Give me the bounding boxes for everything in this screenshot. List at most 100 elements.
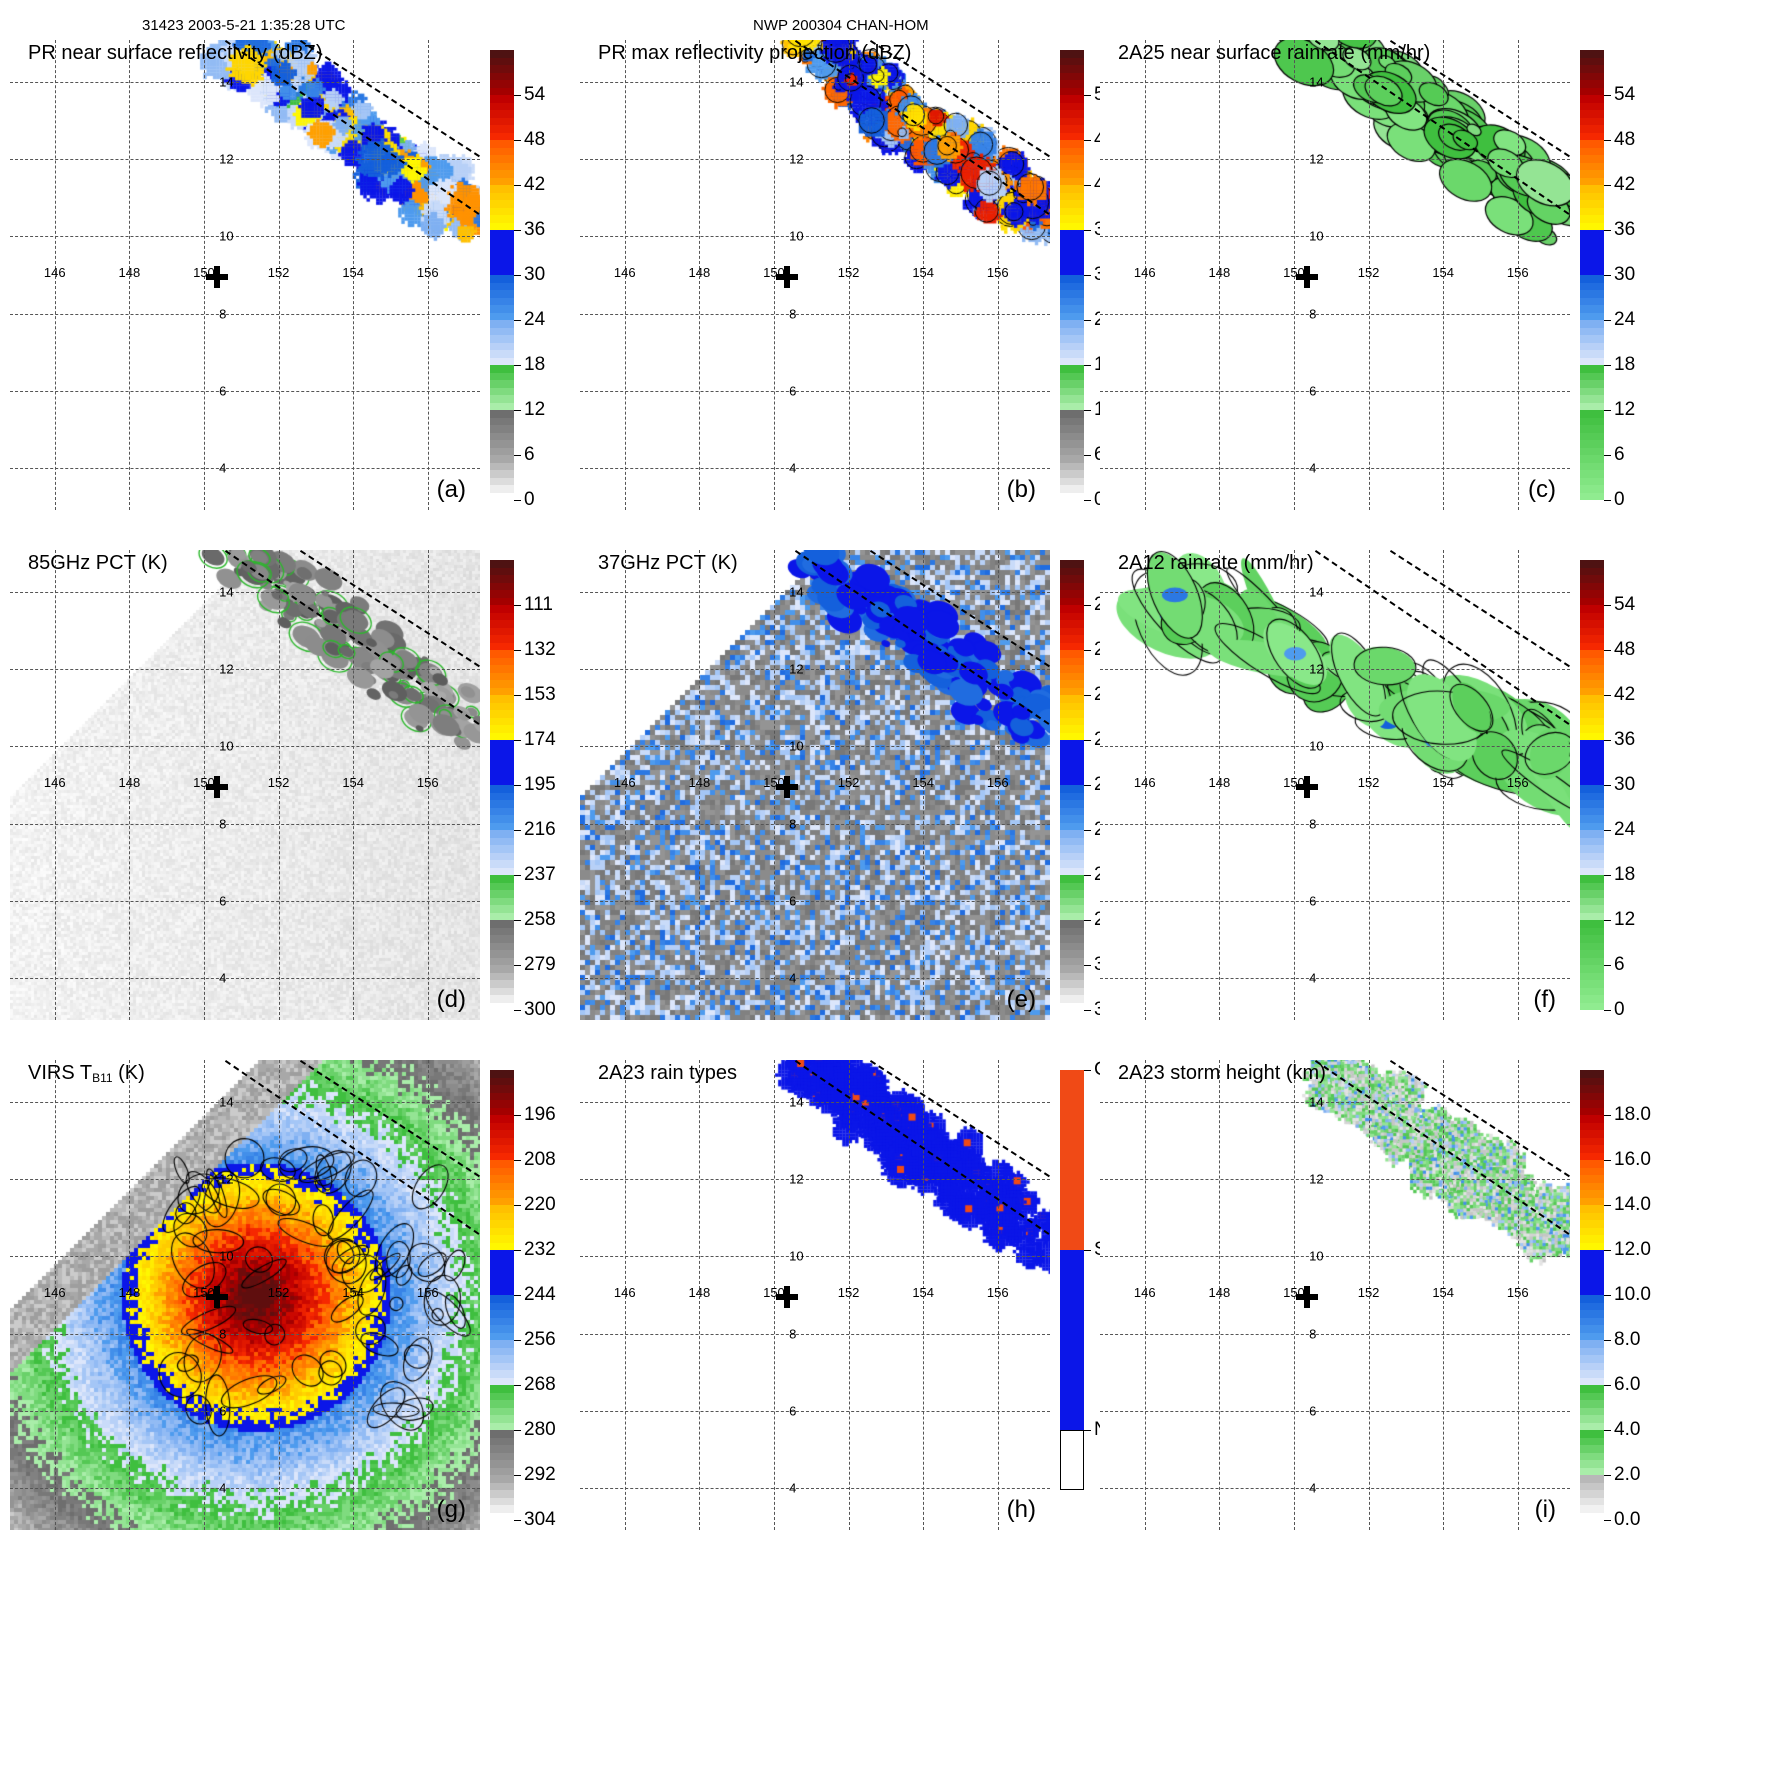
colorbar-segment bbox=[1060, 162, 1084, 170]
colorbar-segment bbox=[490, 912, 514, 920]
colorbar-tick bbox=[1084, 500, 1091, 501]
panel-title-d: 85GHz PCT (K) bbox=[28, 552, 168, 574]
colorbar-segment bbox=[490, 612, 514, 620]
colorbar-segment bbox=[1580, 1310, 1604, 1318]
x-tick-label: 152 bbox=[267, 264, 290, 280]
colorbar-segment bbox=[490, 942, 514, 950]
map-area-g[interactable]: 146 148 150 152 154 156 4 6 8 10 12 14 VIRS TB11 (K)… bbox=[10, 1060, 480, 1530]
colorbar-segment bbox=[490, 147, 514, 155]
y-tick-label: 8 bbox=[219, 306, 227, 322]
colorbar-segment bbox=[490, 905, 514, 913]
colorbar-segment bbox=[1060, 770, 1084, 778]
colorbar-segment bbox=[1060, 132, 1084, 140]
colorbar-segment bbox=[1580, 1437, 1604, 1445]
colorbar-segment bbox=[490, 1145, 514, 1153]
colorbar-segment bbox=[490, 1295, 514, 1303]
colorbar-segment bbox=[490, 1505, 514, 1513]
colorbar-segment bbox=[490, 1257, 514, 1265]
map-area-h[interactable]: 146 148 150 152 154 156 4 6 8 10 12 14 2A23 rain typ… bbox=[580, 1060, 1050, 1530]
panel-c: 146 148 150 152 154 156 4 6 8 10 12 14 2A25 near sur… bbox=[1100, 40, 1670, 510]
colorbar-segment bbox=[490, 695, 514, 703]
y-tick-label: 6 bbox=[1309, 893, 1317, 909]
gridline-latitude bbox=[580, 669, 1050, 671]
gridline-longitude bbox=[848, 40, 850, 510]
map-area-e[interactable]: 146 148 150 152 154 156 4 6 8 10 12 14 37GHz PCT (K)… bbox=[580, 550, 1050, 1020]
colorbar-segment bbox=[1580, 140, 1604, 148]
data-field-f bbox=[1100, 550, 1570, 1020]
colorbar-segment bbox=[1580, 335, 1604, 343]
colorbar-segment bbox=[490, 342, 514, 350]
colorbar-segment bbox=[490, 245, 514, 253]
gridline-longitude bbox=[278, 1060, 280, 1530]
y-tick-label: 14 bbox=[219, 74, 234, 90]
colorbar-label: 280 bbox=[524, 1419, 556, 1440]
colorbar-segment bbox=[1060, 695, 1084, 703]
colorbar-segment bbox=[1580, 785, 1604, 793]
colorbar-segment bbox=[1060, 327, 1084, 335]
y-tick-label: 10 bbox=[1309, 1248, 1324, 1264]
colorbar-segment bbox=[1580, 387, 1604, 395]
colorbar-segment bbox=[1580, 762, 1604, 770]
colorbar-segment bbox=[490, 440, 514, 448]
colorbar-segment bbox=[490, 425, 514, 433]
colorbar-segment bbox=[490, 972, 514, 980]
colorbar-segment bbox=[490, 1272, 514, 1280]
colorbar-segment bbox=[1580, 425, 1604, 433]
colorbar-segment bbox=[1060, 755, 1084, 763]
colorbar-segment bbox=[1580, 125, 1604, 133]
colorbar-segment bbox=[1580, 680, 1604, 688]
colorbar-segment bbox=[1060, 417, 1084, 425]
gridline-longitude bbox=[1219, 550, 1221, 1020]
x-tick-label: 156 bbox=[1506, 774, 1529, 790]
colorbar-segment bbox=[490, 290, 514, 298]
colorbar-segment bbox=[490, 1197, 514, 1205]
gridline-latitude bbox=[10, 1256, 480, 1258]
gridline-latitude bbox=[1100, 669, 1570, 671]
map-area-f[interactable]: 146 148 150 152 154 156 4 6 8 10 12 14 2A12 rainrate… bbox=[1100, 550, 1570, 1020]
colorbar-segment bbox=[1060, 957, 1084, 965]
colorbar-segment bbox=[1060, 665, 1084, 673]
colorbar-tick bbox=[1084, 1010, 1091, 1011]
gridline-longitude bbox=[1293, 550, 1295, 1020]
colorbar-segment bbox=[1060, 605, 1084, 613]
colorbar-segment bbox=[490, 762, 514, 770]
colorbar-segment bbox=[1580, 1092, 1604, 1100]
colorbar-segment bbox=[1580, 260, 1604, 268]
colorbar-segment bbox=[1060, 350, 1084, 358]
colorbar-segment bbox=[1580, 560, 1604, 568]
gridline-latitude bbox=[1100, 236, 1570, 238]
panel-h: 146 148 150 152 154 156 4 6 8 10 12 14 2A23 rain typ… bbox=[580, 1059, 1150, 1530]
colorbar-segment bbox=[490, 1467, 514, 1475]
colorbar-segment bbox=[490, 50, 514, 58]
map-area-b[interactable]: 146 148 150 152 154 156 4 6 8 10 12 14 PR max reflec… bbox=[580, 40, 1050, 510]
colorbar-tick bbox=[1604, 1385, 1611, 1386]
colorbar-segment bbox=[490, 725, 514, 733]
colorbar-segment bbox=[1580, 1130, 1604, 1138]
colorbar-segment bbox=[1060, 95, 1084, 103]
panel-title-g: VIRS TB11 (K) bbox=[28, 1062, 145, 1085]
colorbar-segment bbox=[1580, 1467, 1604, 1475]
x-tick-label: 152 bbox=[267, 1284, 290, 1300]
colorbar-segment bbox=[1580, 995, 1604, 1003]
x-tick-label: 146 bbox=[1133, 774, 1156, 790]
colorbar-segment bbox=[1060, 312, 1084, 320]
gridline-latitude bbox=[1100, 313, 1570, 315]
colorbar-segment bbox=[1060, 702, 1084, 710]
colorbar-segment bbox=[1580, 687, 1604, 695]
colorbar-segment bbox=[1580, 275, 1604, 283]
colorbar-segment bbox=[1060, 275, 1084, 283]
colorbar-segment bbox=[490, 1152, 514, 1160]
colorbar-segment bbox=[1580, 852, 1604, 860]
colorbar-segment bbox=[1060, 372, 1084, 380]
colorbar-segment bbox=[490, 597, 514, 605]
y-tick-label: 14 bbox=[789, 74, 804, 90]
map-area-c[interactable]: 146 148 150 152 154 156 4 6 8 10 12 14 2A25 near sur… bbox=[1100, 40, 1570, 510]
colorbar-segment bbox=[1060, 192, 1084, 200]
colorbar-segment bbox=[490, 627, 514, 635]
colorbar-tick bbox=[1604, 1205, 1611, 1206]
map-area-i[interactable]: 146 148 150 152 154 156 4 6 8 10 12 14 2A23 storm he… bbox=[1100, 1060, 1570, 1530]
map-area-d[interactable]: 146 148 150 152 154 156 4 6 8 10 12 14 85GHz PCT (K)… bbox=[10, 550, 480, 1020]
colorbar-segment bbox=[1060, 837, 1084, 845]
map-area-a[interactable]: 146 148 150 152 154 156 4 6 8 10 12 14 PR near surfa… bbox=[10, 40, 480, 510]
colorbar-segment bbox=[490, 87, 514, 95]
